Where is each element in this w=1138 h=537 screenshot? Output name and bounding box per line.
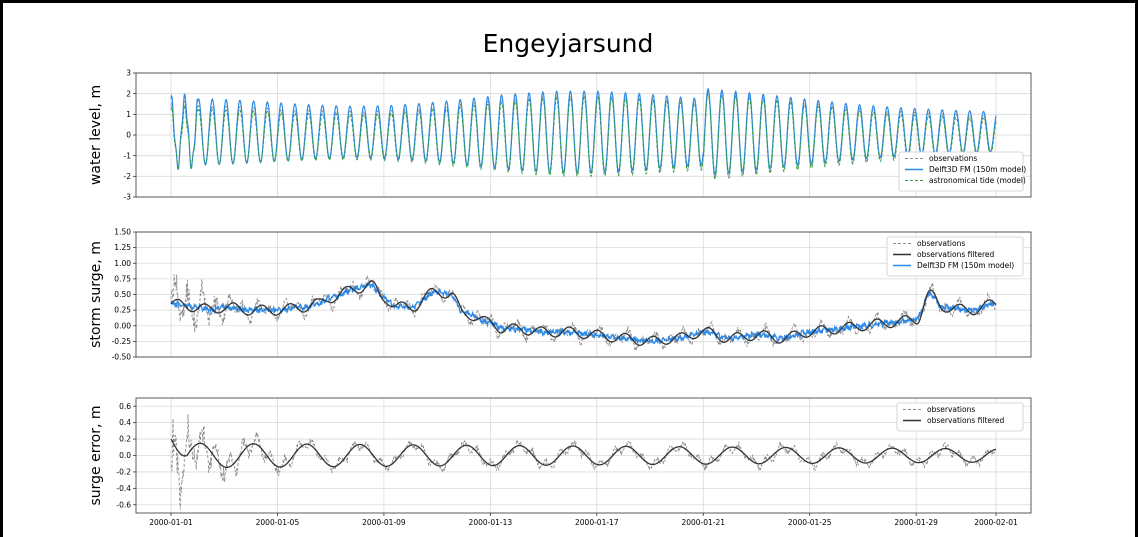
y-tick-label: 2 — [126, 89, 131, 98]
y-tick-label: 0.00 — [114, 321, 131, 330]
legend-label: Delft3D FM (150m model) — [917, 261, 1014, 270]
y-tick-label: 3 — [126, 69, 131, 78]
legend-label: observations — [917, 239, 965, 248]
plot-frame — [135, 397, 1032, 514]
x-tick-label: 2000-01-09 — [362, 518, 406, 527]
series-line-2 — [170, 438, 997, 469]
y-tick-label: -2 — [124, 172, 132, 181]
y-tick-label: 1.25 — [114, 243, 131, 252]
y-tick-label: 0.0 — [119, 451, 131, 460]
y-axis-label: water level, m — [88, 85, 104, 185]
x-tick-label: 2000-01-01 — [149, 518, 193, 527]
x-tick-label: 2000-01-17 — [575, 518, 619, 527]
x-tick-label: 2000-01-21 — [681, 518, 725, 527]
y-tick-label: 0.50 — [114, 290, 131, 299]
plot-frame — [135, 231, 1032, 358]
panel-3: -0.6 -0.4 -0.2 0.0 0.2 0.4 0.6 surge error, m 20… — [88, 397, 1032, 527]
legend-label: observations — [929, 154, 977, 163]
legend-label: observations filtered — [927, 416, 1005, 425]
x-tick-label: 2000-01-25 — [788, 518, 832, 527]
y-tick-label: 0.2 — [119, 435, 131, 444]
y-axis-label: surge error, m — [88, 405, 104, 505]
y-tick-label: -0.25 — [112, 337, 132, 346]
y-tick-label: 1.00 — [114, 259, 131, 268]
y-tick-label: -1 — [124, 151, 132, 160]
x-tick-label: 2000-01-05 — [256, 518, 300, 527]
legend-label: Delft3D FM (150m model) — [929, 165, 1026, 174]
y-tick-label: 0.6 — [119, 402, 131, 411]
legend-label: astronomical tide (model) — [929, 176, 1026, 185]
x-tick-label: 2000-01-29 — [894, 518, 938, 527]
y-tick-label: 0.4 — [119, 418, 131, 427]
figure-title: Engeyjarsund — [483, 29, 654, 58]
x-tick-label: 2000-01-13 — [469, 518, 513, 527]
legend-box — [886, 236, 1024, 277]
y-tick-label: -3 — [124, 193, 132, 202]
series-line-2 — [170, 280, 997, 346]
y-tick-label: -0.50 — [112, 353, 132, 362]
legend-label: observations filtered — [917, 250, 995, 259]
x-tick-label: 2000-02-01 — [974, 518, 1018, 527]
y-tick-label: 0.25 — [114, 306, 131, 315]
plot-frame — [135, 72, 1032, 198]
legend-box — [896, 402, 1024, 432]
panel-1: -3 -2 -1 0 1 2 3 water level, m observations Delf… — [88, 69, 1032, 202]
y-tick-label: -0.2 — [116, 468, 131, 477]
y-tick-label: 1.50 — [114, 228, 131, 237]
y-tick-label: 0 — [126, 131, 131, 140]
panel-2: -0.50 -0.25 0.00 0.25 0.50 0.75 1.00 1.25 1.50 st… — [88, 228, 1032, 362]
legend-label: observations — [927, 405, 975, 414]
series-line-3 — [170, 93, 997, 181]
y-tick-label: -0.6 — [116, 500, 131, 509]
series-line-2 — [170, 87, 997, 176]
y-tick-label: 0.75 — [114, 274, 131, 283]
y-tick-label: 1 — [126, 110, 131, 119]
legend-box — [898, 151, 1024, 192]
y-axis-label: storm surge, m — [88, 241, 104, 348]
y-tick-label: -0.4 — [116, 484, 131, 493]
panels: -3 -2 -1 0 1 2 3 water level, m observations Delf… — [88, 69, 1032, 527]
